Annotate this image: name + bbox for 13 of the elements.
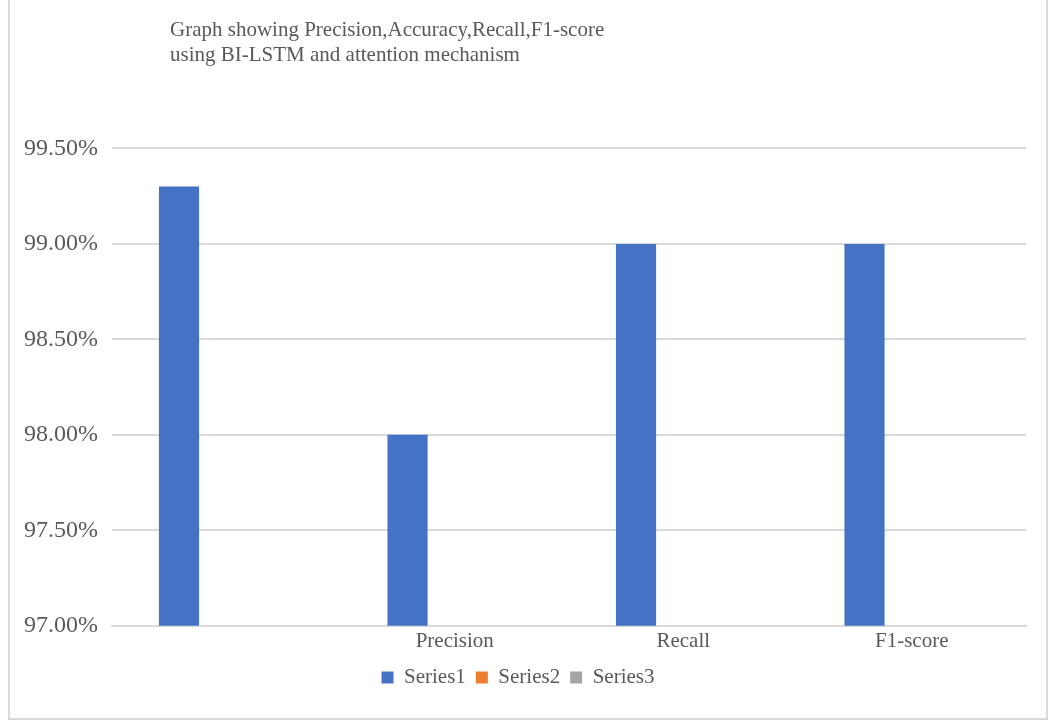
y-tick-label: 98.00% — [23, 420, 98, 447]
y-tick-label: 98.50% — [23, 324, 98, 351]
legend-label: Series2 — [498, 664, 561, 689]
y-tick-label: 99.50% — [23, 133, 98, 160]
y-tick-label: 97.00% — [23, 611, 98, 638]
y-tick-label: 99.00% — [23, 229, 98, 256]
x-tick-label: F1-score — [875, 627, 949, 652]
chart-title: Graph showing Precision,Accuracy,Recall,F1-score using BI-LSTM and attention mechanism — [170, 17, 605, 67]
y-tick-label: 97.50% — [23, 515, 98, 542]
x-tick-label: Recall — [656, 627, 711, 652]
x-tick-label: Precision — [415, 627, 495, 652]
legend-label: Series3 — [592, 664, 655, 689]
legend-label: Series1 — [404, 664, 466, 689]
